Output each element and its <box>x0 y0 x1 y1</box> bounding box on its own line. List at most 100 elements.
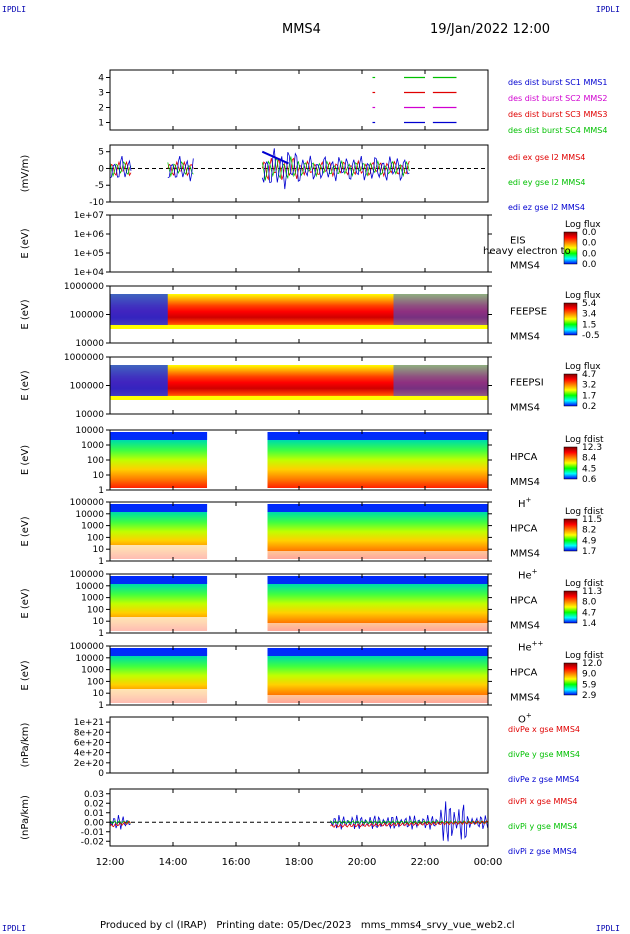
hpca_o-ytick-label: 1000 <box>81 666 104 676</box>
spacecraft-title: MMS4 <box>282 22 321 37</box>
edi-ytick-label: 0 <box>98 164 104 174</box>
hpca_h-ytick-label: 10000 <box>75 426 104 436</box>
hpca_hepp-colorbar-title: Log fdist <box>565 579 604 589</box>
hpca_h-colorbar-title: Log fdist <box>565 435 604 445</box>
hpca_hepp-colorbar-tick: 11.3 <box>582 587 602 597</box>
eis-ytick-label: 1e+04 <box>74 268 105 278</box>
divpe-ytick-label: 4e+20 <box>74 749 105 759</box>
hpca_hepp-instrument: HPCA <box>510 596 538 607</box>
hpca_h-ytick-label: 1 <box>98 486 104 496</box>
edi-series-1 <box>109 161 132 178</box>
hpca_o-species-charge: + <box>526 712 532 720</box>
hpca_hepp-spectrogram-top-band <box>110 576 488 584</box>
hpca_hepp-ytick-label: 1000 <box>81 594 104 604</box>
divpe-legend-2: divPe z gse MMS4 <box>508 775 579 784</box>
hpca_he-frame <box>109 501 489 562</box>
hpca_o-ytick-label: 100 <box>87 677 104 687</box>
datetime-title: 19/Jan/2022 12:00 <box>430 22 551 37</box>
divpi-series-1 <box>109 820 131 825</box>
divpe-ytick-label: 2e+20 <box>74 759 105 769</box>
time-tick-label: 00:00 <box>474 857 503 868</box>
summary-plot: 4 3 2 1 des dist burst SC1 MMS1 des dist burs… <box>20 69 607 868</box>
eis-ytick-label: 1e+07 <box>74 211 104 221</box>
eis-colorbar-tick: 0.0 <box>582 260 597 270</box>
divpi-ylabel: (nPa/km) <box>20 795 31 840</box>
feepsi-ytick-label: 1000000 <box>64 353 104 363</box>
divpi-ytick-label: 0.00 <box>84 818 104 828</box>
time-tick-label: 16:00 <box>222 857 251 868</box>
feepsi-colorbar-tick: 4.7 <box>582 370 596 380</box>
edi-ytick-label: -5 <box>95 181 104 191</box>
hpca_h-colorbar-tick: 12.3 <box>582 443 602 453</box>
hpca_he-data-gap <box>207 502 268 561</box>
divpi-series-0 <box>109 820 131 828</box>
eis-ytick-label: 1e+06 <box>74 230 105 240</box>
burst-legend-1: des dist burst SC2 MMS2 <box>508 94 607 103</box>
feepse-spectrogram-quiet <box>110 294 168 329</box>
hpca_hepp-ytick-label: 10 <box>93 617 105 627</box>
hpca_o-instrument: HPCA <box>510 668 538 679</box>
hpca_h-data-gap <box>207 430 268 490</box>
hpca_h-colorbar <box>563 446 578 480</box>
hpca_hepp-species-charge: ++ <box>532 640 544 648</box>
feepsi-ylabel: E (eV) <box>20 370 31 400</box>
feepse-spectrogram-late <box>393 294 488 329</box>
hpca_hepp-spectrogram-sparse <box>110 617 208 631</box>
feepse-colorbar <box>563 302 578 336</box>
feepsi-colorbar <box>563 373 578 407</box>
divpe-ytick-label: 0 <box>98 769 104 779</box>
hpca_hepp-frame <box>109 573 489 634</box>
hpca_hepp-ytick-label: 100 <box>87 605 104 615</box>
eis-colorbar-tick: 0.0 <box>582 249 597 259</box>
feepsi-ytick-label: 100000 <box>70 382 105 392</box>
edi-series-2 <box>261 148 410 190</box>
feepse-colorbar-tick: 5.4 <box>582 299 597 309</box>
divpi-legend-2: divPi z gse MMS4 <box>508 847 577 856</box>
hpca_he-colorbar-tick: 4.9 <box>582 536 597 546</box>
eis-colorbar-tick: 0.0 <box>582 228 597 238</box>
hpca_o-spectrogram-sparse <box>110 689 208 703</box>
divpe-frame <box>109 716 489 774</box>
hpca_he-ytick-label: 100 <box>87 533 104 543</box>
corner-label-bottom-right: IPDLI <box>595 924 620 933</box>
eis-ylabel: E (eV) <box>20 228 31 258</box>
hpca_h-ylabel: E (eV) <box>20 445 31 475</box>
edi-ylabel: (mV/m) <box>20 155 31 193</box>
hpca_hepp-spectrogram-fill-1 <box>267 576 488 631</box>
divpi-legend-1: divPi y gse MMS4 <box>508 822 577 831</box>
hpca_h-spectrogram-top-band <box>110 432 488 440</box>
feepse-frame <box>109 285 489 344</box>
hpca_o-spacecraft: MMS4 <box>510 693 540 704</box>
hpca_o-ytick-label: 10000 <box>75 654 104 664</box>
edi-series-2 <box>167 155 194 182</box>
corner-label-top-left: IPDLI <box>2 5 27 14</box>
feepsi-instrument: FEEPSI <box>510 378 544 389</box>
edi-series-2-trend <box>261 150 289 165</box>
feepse-colorbar-tick: -0.5 <box>582 331 600 341</box>
hpca_he-ytick-label: 10000 <box>75 510 104 520</box>
divpi-ytick-label: 0.01 <box>84 809 104 819</box>
edi-series-1 <box>261 156 410 181</box>
hpca_h-species: H+ <box>518 496 532 510</box>
hpca_o-spectrogram-top-band <box>110 648 488 656</box>
hpca_o-species: O+ <box>518 712 532 726</box>
hpca_h-species-charge: + <box>526 496 532 504</box>
hpca_hepp-colorbar-tick: 1.4 <box>582 619 597 629</box>
hpca_he-colorbar-title: Log fdist <box>565 507 604 517</box>
divpi-series-2 <box>330 801 489 842</box>
feepsi-colorbar-tick: 3.2 <box>582 381 596 391</box>
divpe-legend-0: divPe x gse MMS4 <box>508 725 580 734</box>
feepsi-colorbar-title: Log flux <box>565 362 601 372</box>
hpca_h-spectrogram-fill-0 <box>110 432 208 488</box>
divpi-ytick-label: -0.02 <box>81 837 104 847</box>
hpca_o-ytick-label: 10 <box>93 689 105 699</box>
hpca_h-spacecraft: MMS4 <box>510 477 540 488</box>
feepsi-frame <box>109 356 489 415</box>
divpi-ytick-label: -0.01 <box>81 828 104 838</box>
feepse-colorbar-title: Log flux <box>565 291 601 301</box>
hpca_he-spectrogram-fill-1 <box>267 504 488 559</box>
hpca_h-colorbar-tick: 8.4 <box>582 454 597 464</box>
hpca_o-ytick-label: 100000 <box>70 642 105 652</box>
feepse-ytick-label: 100000 <box>70 311 105 321</box>
hpca_h-colorbar-tick: 0.6 <box>582 475 597 485</box>
